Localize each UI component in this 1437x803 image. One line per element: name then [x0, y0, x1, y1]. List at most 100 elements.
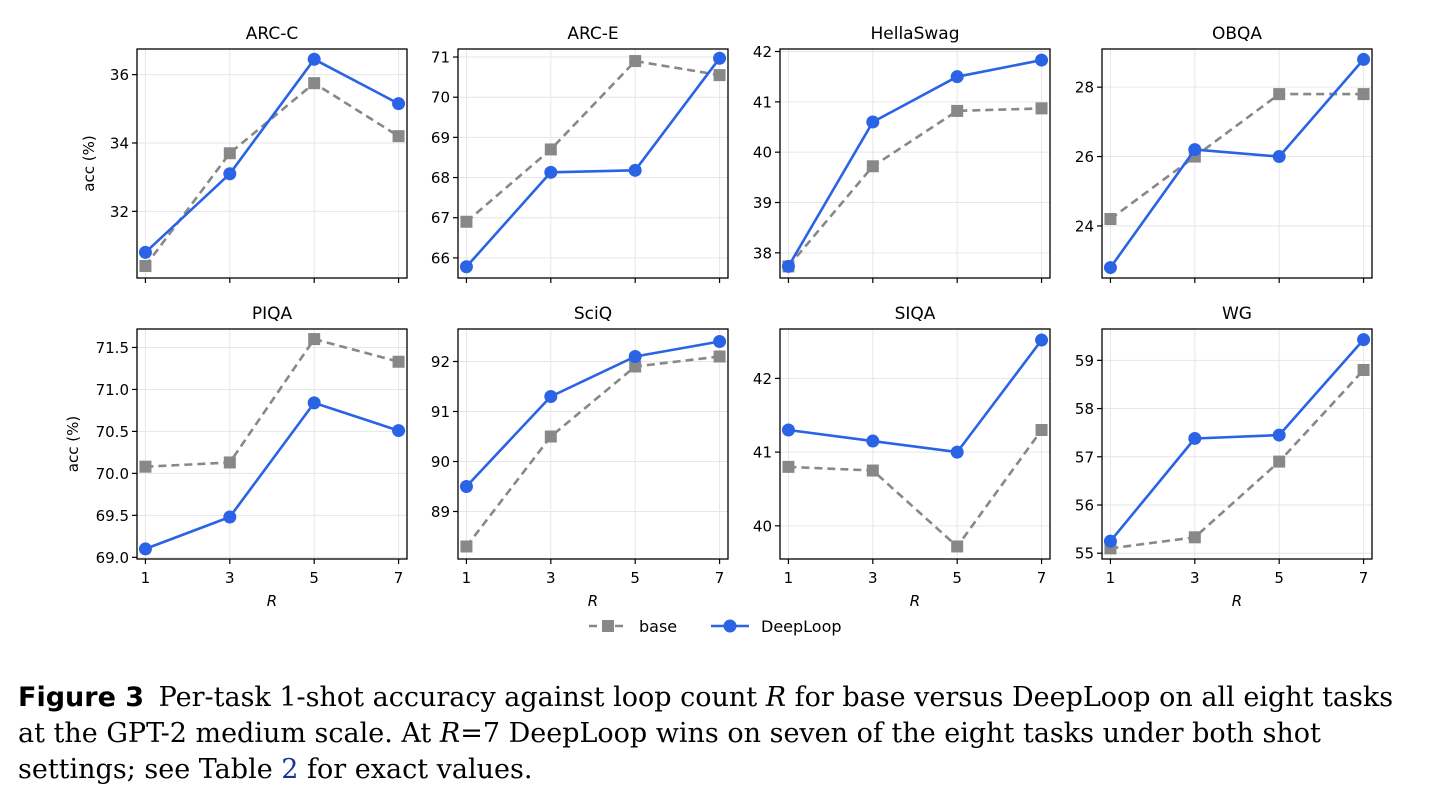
y-tick-label: 71.5: [96, 339, 129, 357]
y-tick-label: 36: [110, 66, 129, 84]
axes-frame: [779, 48, 1051, 279]
data-point-deeploop: [1188, 143, 1202, 157]
y-tick-label: 69.5: [96, 507, 129, 525]
data-point-deeploop: [628, 350, 642, 363]
x-tick-label: 1: [1106, 569, 1116, 587]
data-point-base: [782, 460, 795, 473]
data-point-base: [951, 104, 964, 117]
data-point-base: [629, 360, 642, 373]
x-tick-label: 7: [715, 569, 725, 587]
data-point-deeploop: [459, 260, 473, 274]
data-point-base: [1273, 88, 1286, 101]
data-point-deeploop: [138, 542, 152, 556]
data-point-base: [392, 355, 405, 368]
x-axis-label: R: [1232, 592, 1242, 610]
x-tick-label: 5: [309, 569, 319, 587]
data-point-base: [223, 147, 236, 160]
axes-frame: [457, 48, 729, 279]
data-point-base: [139, 460, 152, 473]
data-point-deeploop: [866, 115, 880, 129]
series-line-deeploop: [788, 339, 1043, 454]
axes-frame: [457, 328, 729, 560]
y-tick-label: 71: [431, 49, 450, 67]
data-point-deeploop: [223, 510, 237, 524]
panel-sciq: SciQ 89 90 91 92 1 3 5 7 R: [431, 304, 729, 610]
series-line-base: [1110, 369, 1365, 550]
axes-frame: [136, 328, 408, 560]
legend-marker-deeploop: [723, 619, 737, 633]
x-tick-label: 3: [1190, 569, 1200, 587]
panel-title: OBQA: [1212, 24, 1262, 44]
y-tick-label: 55: [1075, 545, 1094, 563]
data-point-deeploop: [307, 52, 321, 66]
panel-title: PIQA: [252, 304, 293, 324]
data-point-deeploop: [392, 97, 406, 111]
y-tick-label: 89: [431, 503, 450, 521]
x-tick-label: 7: [1037, 569, 1047, 587]
y-tick-label: 71.0: [96, 381, 129, 399]
panel-siqa: SIQA 40 41 42 1 3 5 7 R: [753, 304, 1051, 610]
data-point-deeploop: [781, 423, 795, 437]
y-axis-label: acc (%): [64, 416, 82, 472]
panel-title: SciQ: [574, 304, 612, 324]
y-tick-label: 39: [753, 194, 772, 212]
y-tick-label: 92: [431, 353, 450, 371]
x-tick-label: 1: [784, 569, 794, 587]
x-axis-label: R: [910, 592, 920, 610]
x-axis-label: R: [267, 592, 277, 610]
table-reference-link[interactable]: 2: [281, 754, 299, 785]
x-tick-label: 3: [868, 569, 878, 587]
y-tick-label: 69.0: [96, 549, 129, 567]
data-point-base: [460, 215, 473, 228]
y-axis-label: acc (%): [80, 135, 98, 191]
y-tick-label: 68: [431, 169, 450, 187]
series-line-deeploop: [1109, 58, 1365, 269]
data-point-deeploop: [1357, 333, 1371, 347]
data-point-deeploop: [1035, 53, 1049, 67]
data-point-base: [392, 130, 405, 143]
legend: base DeepLoop: [589, 617, 842, 636]
axes-frame: [779, 328, 1051, 560]
data-point-deeploop: [628, 163, 642, 177]
x-tick-label: 5: [630, 569, 640, 587]
y-tick-label: 42: [753, 370, 772, 388]
data-point-deeploop: [1272, 428, 1286, 442]
axes-frame: [136, 48, 408, 279]
panel-obqa: OBQA 24 26 28: [1075, 24, 1373, 283]
data-point-deeploop: [307, 396, 321, 410]
data-point-deeploop: [713, 335, 727, 348]
series-line-base: [145, 337, 399, 468]
data-point-base: [866, 464, 879, 477]
data-point-base: [460, 540, 473, 553]
panel-arc-c: ARC-C 32 34 36 acc (%): [80, 24, 408, 283]
panel-arc-e: ARC-E 66 67 68 69 70 71: [431, 24, 729, 283]
legend-label-base: base: [639, 617, 677, 636]
x-axis-label: R: [588, 592, 598, 610]
data-point-base: [1357, 363, 1370, 376]
y-tick-label: 41: [753, 93, 772, 111]
y-tick-label: 66: [431, 249, 450, 267]
y-tick-label: 70.5: [96, 423, 129, 441]
series-line-base: [144, 81, 400, 267]
figure-caption: Figure 3 Per-task 1-shot accuracy agains…: [18, 682, 1394, 785]
series-line-deeploop: [144, 57, 400, 254]
data-point-base: [951, 540, 964, 553]
data-point-deeploop: [459, 480, 473, 493]
data-point-deeploop: [713, 51, 727, 65]
data-point-deeploop: [1103, 534, 1117, 548]
x-tick-label: 3: [546, 569, 556, 587]
panel-hellaswag: HellaSwag 38 39 40 41 42: [753, 24, 1051, 283]
legend-marker-base: [602, 620, 614, 632]
y-tick-label: 28: [1075, 79, 1094, 97]
data-point-deeploop: [1035, 333, 1049, 347]
data-point-base: [139, 260, 152, 273]
x-tick-label: 3: [225, 569, 235, 587]
series-line-base: [465, 355, 720, 548]
y-tick-label: 58: [1075, 400, 1094, 418]
data-point-base: [544, 143, 557, 156]
y-tick-label: 70: [431, 89, 450, 107]
series-line-base: [787, 107, 1042, 268]
data-point-base: [713, 69, 726, 82]
